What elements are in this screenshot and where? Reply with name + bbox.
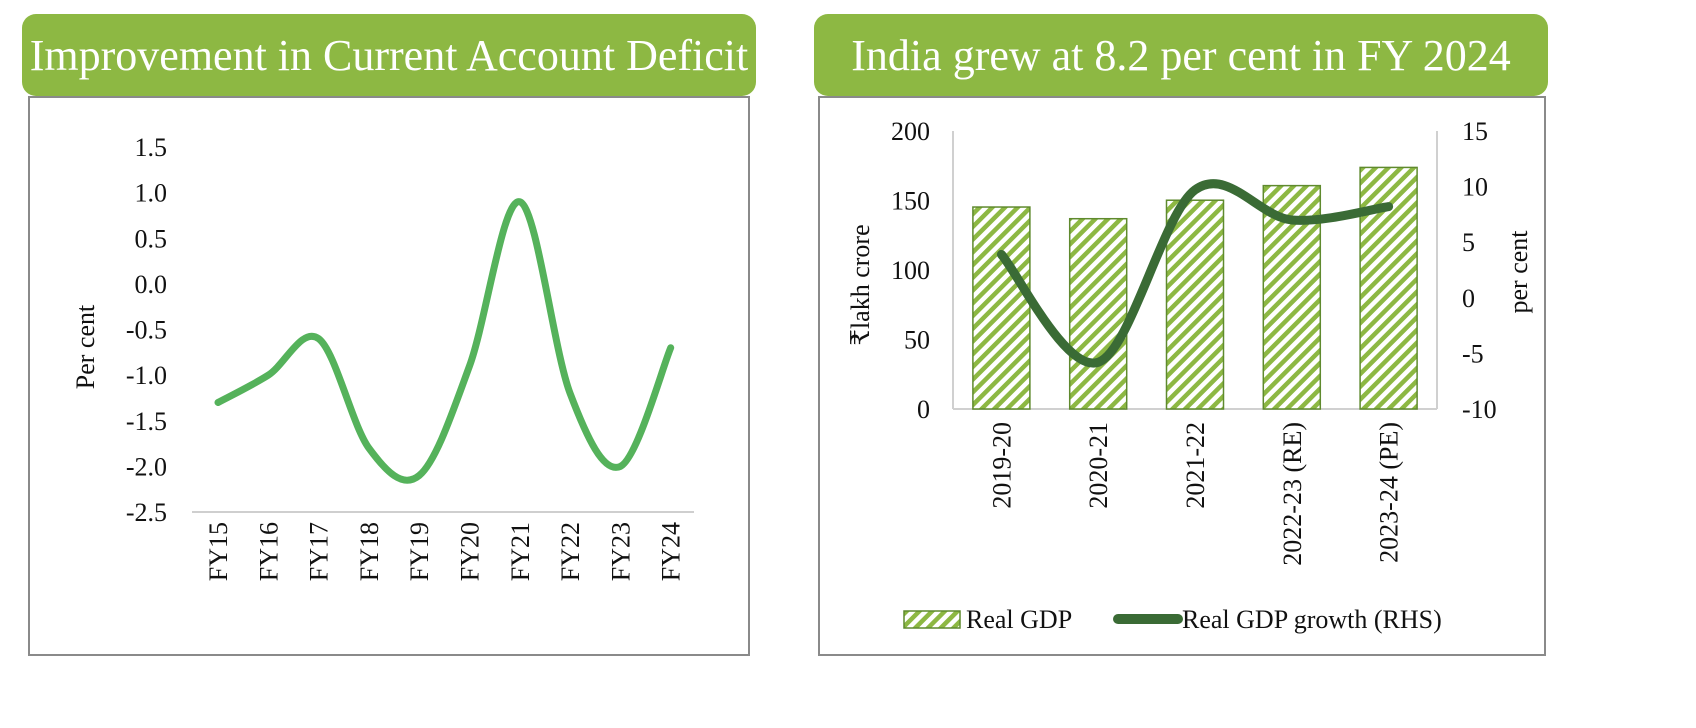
gdp-x-tick-label: 2021-22 xyxy=(1181,422,1210,509)
cad-y-tick-label: -1.5 xyxy=(126,407,167,436)
cad-x-tick-label: FY21 xyxy=(506,522,535,581)
gdp-y2-axis-label: per cent xyxy=(1504,230,1533,314)
gdp-y2-tick-label: 10 xyxy=(1462,173,1488,202)
legend-label-real-gdp: Real GDP xyxy=(966,605,1072,634)
gdp-bar xyxy=(1068,217,1128,410)
cad-y-tick-label: 0.5 xyxy=(135,224,168,253)
cad-y-axis-label: Per cent xyxy=(71,304,100,389)
gdp-chart-title: India grew at 8.2 per cent in FY 2024 xyxy=(814,14,1548,96)
gdp-x-tick-label: 2023-24 (PE) xyxy=(1375,422,1404,563)
cad-y-tick-label: -1.0 xyxy=(126,361,167,390)
legend-label-real-gdp-growth: Real GDP growth (RHS) xyxy=(1182,605,1442,634)
cad-x-tick-label: FY22 xyxy=(556,522,585,581)
cad-chart-title: Improvement in Current Account Deficit xyxy=(22,14,756,96)
cad-x-tick-label: FY17 xyxy=(305,522,334,581)
cad-y-tick-label: 1.0 xyxy=(135,179,168,208)
cad-y-tick-label: -0.5 xyxy=(126,316,167,345)
gdp-legend: Real GDP Real GDP growth (RHS) xyxy=(903,605,1442,634)
gdp-y-tick-label: 200 xyxy=(891,117,930,146)
cad-x-tick-label: FY18 xyxy=(355,522,384,581)
cad-x-tick-label: FY23 xyxy=(606,522,635,581)
gdp-y2-tick-label: 0 xyxy=(1462,284,1475,313)
gdp-x-tick-label: 2022-23 (RE) xyxy=(1278,422,1307,566)
gdp-y2-tick-label: 5 xyxy=(1462,228,1475,257)
gdp-x-tick-label: 2020-21 xyxy=(1084,422,1113,509)
cad-chart-frame xyxy=(28,96,750,656)
gdp-bar xyxy=(972,206,1031,410)
cad-y-tick-label: 0.0 xyxy=(135,270,168,299)
gdp-y2-tick-label: -5 xyxy=(1462,339,1484,368)
gdp-y2-tick-label: 15 xyxy=(1462,117,1488,146)
cad-y-tick-label: -2.5 xyxy=(126,498,167,527)
cad-x-tick-label: FY16 xyxy=(254,522,283,581)
gdp-y-tick-label: 100 xyxy=(891,256,930,285)
legend-swatch-real-gdp xyxy=(903,610,961,629)
gdp-y-tick-label: 0 xyxy=(917,395,930,424)
cad-x-tick-label: FY15 xyxy=(204,522,233,581)
gdp-y-axis-label: ₹lakh crore xyxy=(846,224,875,345)
gdp-x-tick-label: 2019-20 xyxy=(987,422,1016,509)
cad-chart: 1.5 1.0 0.5 0.0 -0.5 -1.0 -1.5 -2.0 -2.5 FY15 FY1… xyxy=(71,133,694,581)
cad-y-tick-label: 1.5 xyxy=(135,133,168,162)
gdp-y2-tick-label: -10 xyxy=(1462,395,1497,424)
cad-y-tick-label: -2.0 xyxy=(126,452,167,481)
cad-x-tick-label: FY24 xyxy=(657,522,686,581)
gdp-y-tick-label: 50 xyxy=(904,326,930,355)
cad-x-tick-label: FY20 xyxy=(456,522,485,581)
cad-x-tick-label: FY19 xyxy=(405,522,434,581)
cad-series-line xyxy=(214,198,675,484)
gdp-y-tick-label: 150 xyxy=(891,187,930,216)
gdp-bar xyxy=(1165,199,1225,410)
gdp-growth-line xyxy=(996,179,1394,368)
